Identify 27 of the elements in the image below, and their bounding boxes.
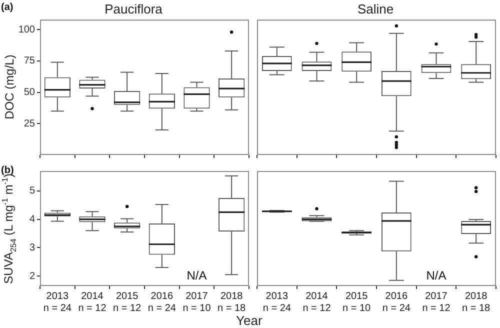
y-tick-label: 3: [29, 242, 36, 254]
chart-title: Saline: [357, 1, 394, 16]
y-tick-label: 75: [24, 56, 36, 67]
annotation: N/A: [426, 268, 446, 282]
text: (a): [1, 2, 14, 13]
y-axis-title: DOC (mg/L): [2, 54, 16, 120]
x-tick-label: 2015 n = 10: [342, 290, 372, 314]
x-tick-label: 2014 n = 12: [302, 290, 332, 314]
chart-title: Pauciflora: [104, 1, 164, 16]
annotation: N/A: [186, 268, 207, 282]
x-tick-label: 2015 n = 12: [113, 290, 142, 314]
y-tick-label: 100: [18, 24, 36, 36]
y-tick-label: 4: [29, 214, 36, 226]
y-tick-label: 50: [24, 87, 36, 98]
x-tick-label: 2017 n = 10: [182, 290, 212, 314]
x-tick-label: 2016 n = 24: [148, 290, 176, 314]
x-tick-label: 2013 n = 24: [43, 290, 72, 314]
x-tick-label: 2014 n = 12: [78, 290, 107, 314]
y-tick-label: 2: [29, 270, 36, 282]
x-tick-label: 2017 n = 12: [422, 290, 451, 314]
y-tick-label: 25: [24, 118, 36, 130]
x-axis-title: Year: [236, 313, 262, 328]
x-tick-label: 2013 n = 24: [262, 290, 292, 314]
x-tick-label: 2018 n = 18: [218, 290, 246, 314]
x-tick-label: 2016 n = 24: [382, 290, 411, 314]
y-tick-label: 5: [29, 186, 36, 197]
x-tick-label: 2018 n = 18: [462, 290, 491, 314]
